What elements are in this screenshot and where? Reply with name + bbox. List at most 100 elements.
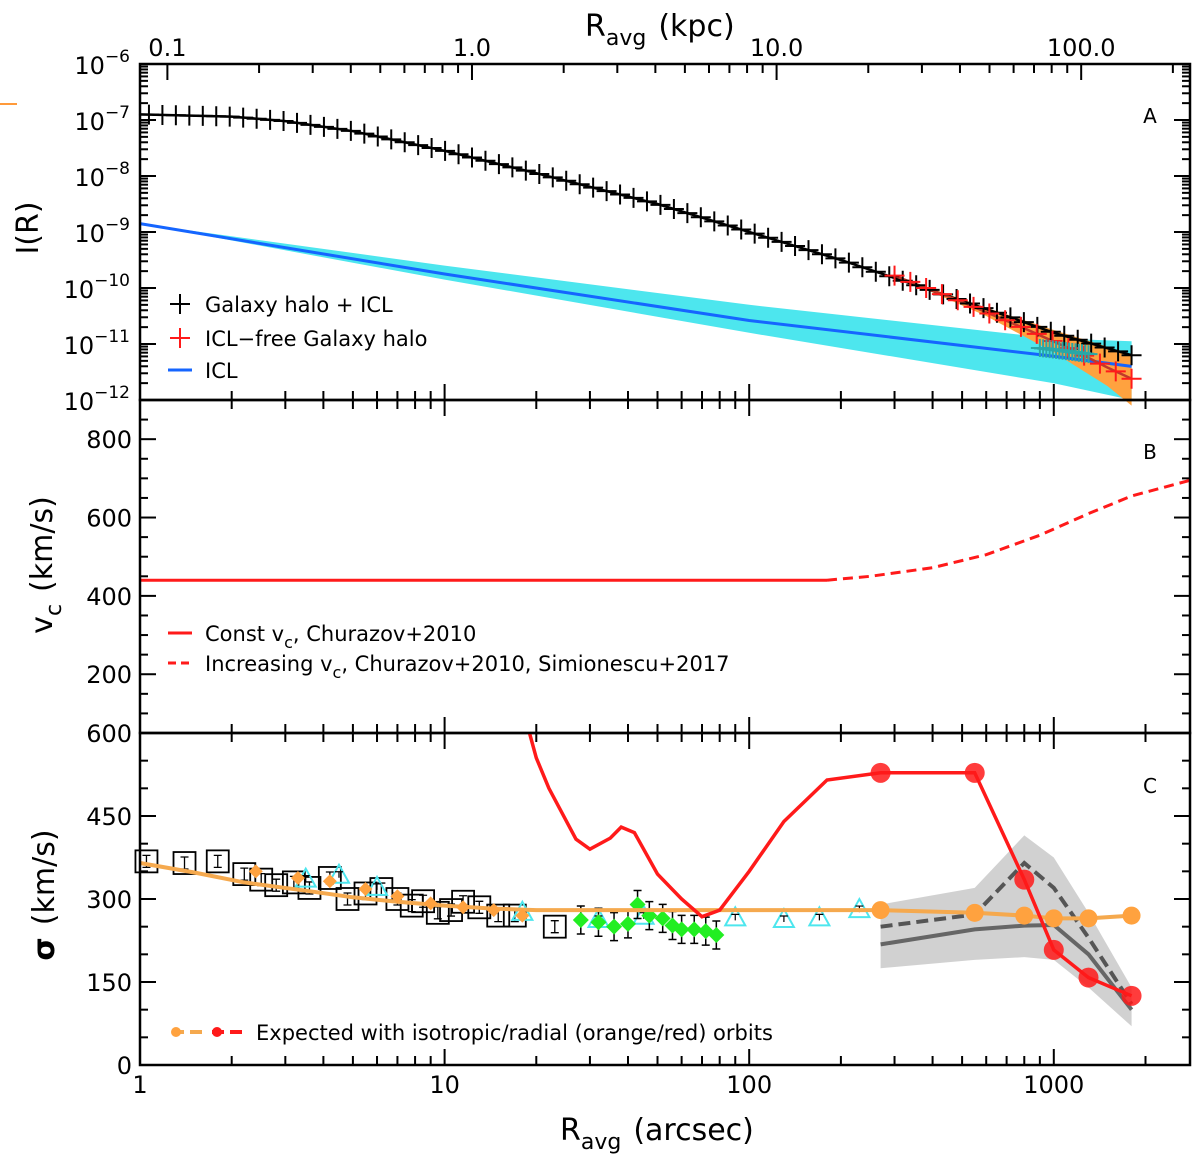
panel-b-label: B [1143, 440, 1157, 464]
halo-plus-icl-point [246, 108, 267, 129]
gc-sigma-triangle [327, 862, 351, 884]
halo-plus-icl-point [381, 129, 402, 150]
halo-plus-icl-point [354, 123, 375, 144]
halo-plus-icl-point [502, 157, 523, 178]
isotropic-model-point [358, 882, 373, 897]
icl-free-point [916, 277, 937, 298]
halo-plus-icl-point [488, 154, 509, 175]
panel-b-frame [138, 398, 1192, 735]
y-tick-label: 200 [86, 661, 132, 689]
stellar-sigma-square [281, 870, 306, 895]
y-tick-label: 450 [86, 803, 132, 831]
halo-plus-icl-point [475, 150, 496, 171]
icl-point [1079, 345, 1098, 364]
gc-sigma-errorbar [373, 883, 382, 890]
icl-free-point [1010, 316, 1031, 337]
halo-plus-icl-line [139, 113, 1132, 357]
top-axis-kpc: 0.1 1.0 10.0 100.0 [148, 34, 1174, 80]
halo-plus-icl-point [623, 187, 644, 208]
halo-plus-icl-point [233, 107, 254, 128]
panel-b-ylabel: vc(km/s) [25, 496, 67, 634]
stellar-sigma-square [425, 900, 450, 925]
halo-plus-icl-point [1054, 325, 1075, 346]
halo-plus-icl-point [583, 177, 604, 198]
panel-a: 10−12 10−11 10−10 10−9 10−8 10−7 10−6 [64, 47, 1192, 416]
halo-plus-icl-point [838, 252, 859, 273]
halo-plus-icl-point [1067, 329, 1088, 350]
halo-plus-icl-point [785, 236, 806, 256]
isotropic-model-point [290, 870, 305, 885]
legend-text-icl-free: ICL−free Galaxy halo [205, 327, 427, 351]
icl-free-point [1105, 361, 1126, 382]
gc-sigma-errorbar [779, 915, 788, 923]
isotropic-model-point [1079, 909, 1098, 928]
halo-plus-icl-point [287, 112, 308, 133]
halo-plus-icl-point [448, 144, 469, 165]
gc-sigma-triangle [365, 874, 389, 896]
pn-sigma-diamond [686, 921, 703, 938]
gc-sigma-triangle [772, 906, 796, 929]
halo-plus-icl-point [865, 261, 886, 282]
legend-text-orbits: Expected with isotropic/radial (orange/r… [256, 1021, 773, 1045]
halo-plus-icl-point [367, 126, 388, 147]
halo-plus-icl-point [852, 257, 873, 278]
halo-plus-icl-point [717, 215, 738, 236]
legend-text-icl: ICL [205, 359, 238, 383]
top-x-tick-label: 0.1 [148, 34, 186, 62]
y-tick-label: 10−10 [64, 271, 130, 304]
halo-plus-icl-point [610, 184, 631, 205]
isotropic-model-point [322, 874, 337, 889]
halo-plus-icl-point [811, 244, 832, 265]
x-tick-label: 10 [429, 1071, 460, 1099]
icl-free-point [1074, 345, 1095, 366]
y-tick-label: 600 [86, 505, 132, 533]
gc-sigma-errorbar [334, 871, 343, 878]
halo-plus-icl-point [556, 170, 577, 191]
panel-c-ylabel: σ(km/s) [27, 829, 62, 960]
pn-sigma-diamond [572, 912, 589, 929]
isotropic-model-point [456, 900, 471, 915]
halo-plus-icl-point [529, 163, 550, 184]
halo-plus-icl-point [461, 147, 482, 168]
halo-plus-icl-point [1081, 333, 1102, 354]
pn-sigma-diamond [619, 915, 636, 932]
icl-free-point [1089, 353, 1110, 374]
isotropic-model-point [1044, 909, 1063, 928]
isotropic-model-point [1122, 906, 1141, 925]
halo-plus-icl-point [758, 227, 779, 248]
radial-model-line [527, 733, 1133, 998]
icl-free-point [1026, 323, 1047, 344]
halo-plus-icl-point [919, 279, 940, 300]
x-axis-ticks: 1 10 100 1000 [132, 384, 1147, 1099]
radial-model-point [1014, 869, 1035, 890]
halo-plus-icl-point [313, 116, 334, 137]
halo-plus-icl-point [394, 132, 415, 153]
top-axis-label: Ravg (kpc) [585, 9, 735, 51]
panel-c-legend: Expected with isotropic/radial (orange/r… [171, 1021, 773, 1045]
pn-sigma-diamond [654, 910, 671, 927]
pn-sigma-diamond [606, 918, 623, 935]
isotropic-model-point [248, 864, 263, 879]
halo-plus-icl-point [596, 181, 617, 202]
stellar-sigma-errorbar [240, 867, 249, 881]
increasing-vc-line [826, 478, 1191, 582]
halo-plus-icl-point [731, 219, 752, 240]
y-tick-label: 400 [86, 583, 132, 611]
y-tick-label: 0 [117, 1052, 132, 1080]
x-tick-label: 1000 [1023, 1071, 1084, 1099]
icl-free-point [1121, 368, 1142, 389]
isotropic-model-point [423, 896, 438, 911]
halo-plus-icl-point [1040, 321, 1061, 342]
y-tick-label: 800 [86, 426, 132, 454]
icl-free-point [947, 290, 968, 311]
halo-plus-icl-point [542, 167, 563, 188]
panel-c-frame [138, 731, 1192, 1067]
icl-free-point [884, 265, 905, 286]
top-x-tick-label: 1.0 [453, 34, 491, 62]
y-tick-label: 10−12 [64, 383, 130, 416]
radial-model-point [1121, 985, 1142, 1006]
x-tick-label: 100 [726, 1071, 772, 1099]
legend-text-increasing-vc: Increasing vc, Churazov+2010, Simionescu… [205, 652, 730, 682]
icl-free-point [979, 303, 1000, 324]
